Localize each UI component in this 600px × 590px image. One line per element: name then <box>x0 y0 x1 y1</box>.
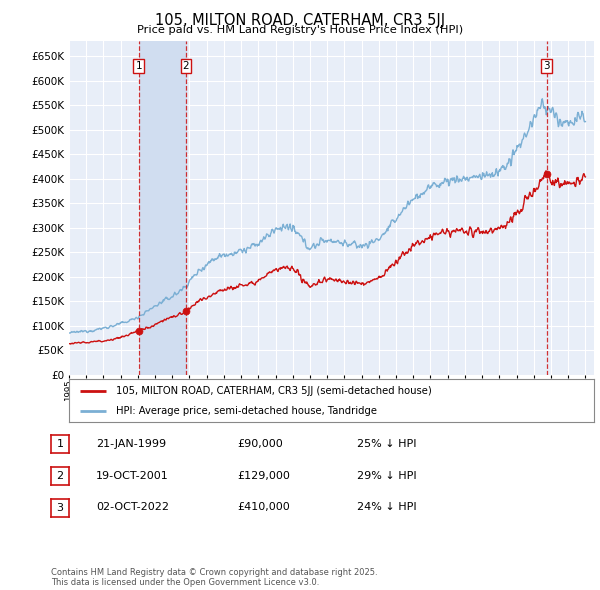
Text: 29% ↓ HPI: 29% ↓ HPI <box>357 471 416 480</box>
Text: 25% ↓ HPI: 25% ↓ HPI <box>357 439 416 448</box>
Text: £410,000: £410,000 <box>237 503 290 512</box>
Text: Contains HM Land Registry data © Crown copyright and database right 2025.
This d: Contains HM Land Registry data © Crown c… <box>51 568 377 587</box>
Text: 3: 3 <box>56 503 64 513</box>
Text: 21-JAN-1999: 21-JAN-1999 <box>96 439 166 448</box>
Text: 105, MILTON ROAD, CATERHAM, CR3 5JJ (semi-detached house): 105, MILTON ROAD, CATERHAM, CR3 5JJ (sem… <box>116 386 432 396</box>
Text: HPI: Average price, semi-detached house, Tandridge: HPI: Average price, semi-detached house,… <box>116 407 377 416</box>
Text: 1: 1 <box>56 440 64 449</box>
Text: 1: 1 <box>136 61 142 71</box>
Text: 2: 2 <box>56 471 64 481</box>
Text: £90,000: £90,000 <box>237 439 283 448</box>
Text: 02-OCT-2022: 02-OCT-2022 <box>96 503 169 512</box>
Text: 3: 3 <box>544 61 550 71</box>
Text: 2: 2 <box>183 61 190 71</box>
Bar <box>139 41 186 375</box>
Text: Price paid vs. HM Land Registry's House Price Index (HPI): Price paid vs. HM Land Registry's House … <box>137 25 463 35</box>
Text: 19-OCT-2001: 19-OCT-2001 <box>96 471 169 480</box>
Text: £129,000: £129,000 <box>237 471 290 480</box>
Text: 105, MILTON ROAD, CATERHAM, CR3 5JJ: 105, MILTON ROAD, CATERHAM, CR3 5JJ <box>155 13 445 28</box>
Text: 24% ↓ HPI: 24% ↓ HPI <box>357 503 416 512</box>
